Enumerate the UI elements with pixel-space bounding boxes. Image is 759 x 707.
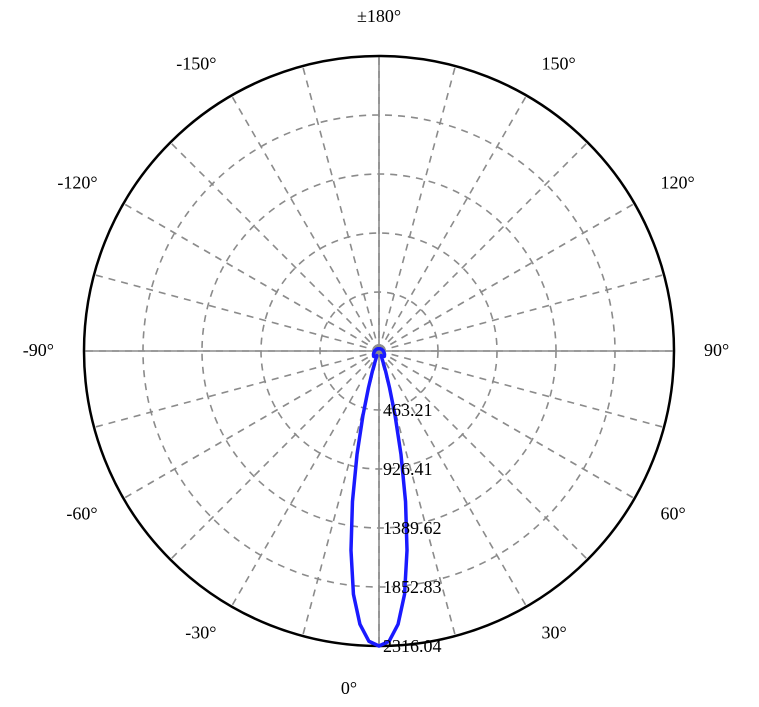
grid-spoke: [232, 96, 380, 351]
angle-label: ±180°: [357, 6, 401, 26]
grid-spoke: [232, 351, 380, 606]
grid-spoke: [379, 66, 455, 351]
angle-label: -60°: [66, 504, 97, 524]
grid-spoke: [170, 142, 379, 351]
grid-spoke: [94, 275, 379, 351]
angle-label: -30°: [185, 622, 216, 642]
angle-label: 90°: [704, 340, 729, 360]
grid-spoke: [94, 351, 379, 427]
polar-chart: 463.21 926.41 1389.62 1852.83 2316.04 0° 30° 60…: [0, 0, 759, 702]
angle-label: -120°: [57, 173, 97, 193]
angle-label: 30°: [542, 622, 567, 642]
grid-spoke: [379, 96, 527, 351]
radial-label: 2316.04: [383, 636, 442, 656]
grid-spoke: [303, 66, 379, 351]
radial-label: 1389.62: [383, 518, 442, 538]
angle-label: -150°: [176, 54, 216, 74]
grid-spoke: [124, 351, 379, 499]
radial-label: 926.41: [383, 459, 433, 479]
radial-label: 1852.83: [383, 577, 442, 597]
angle-label: 60°: [660, 504, 685, 524]
angle-label: 150°: [542, 54, 576, 74]
grid-spoke: [379, 204, 634, 352]
grid-spoke: [124, 204, 379, 352]
angle-label: 0°: [341, 678, 357, 698]
radial-label: 463.21: [383, 400, 433, 420]
grid-spoke: [379, 142, 588, 351]
angle-label: -90°: [23, 340, 54, 360]
grid-spoke: [170, 351, 379, 560]
angle-label: 120°: [660, 173, 694, 193]
grid-spoke: [379, 275, 664, 351]
